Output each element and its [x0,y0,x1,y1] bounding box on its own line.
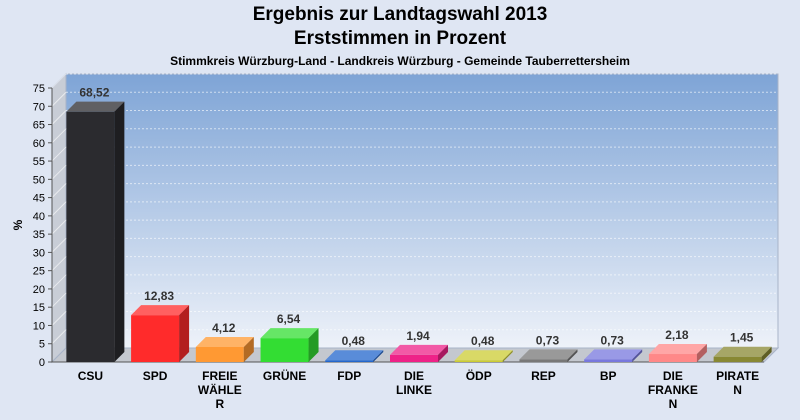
y-tick-label: 40 [33,211,45,223]
y-tick-label: 60 [33,138,45,150]
gridline-side [51,164,67,180]
y-tick-label: 15 [33,302,45,314]
bar [648,354,697,362]
x-tick-label: FDP [337,369,361,383]
y-tick-label: 65 [33,120,45,132]
bar [66,111,115,362]
data-label: 0,48 [471,334,495,348]
y-tick-label: 55 [33,156,45,168]
bar-top [648,344,707,355]
data-label: 6,54 [277,312,301,326]
x-tick-label: GRÜNE [263,368,306,383]
gridline-side [51,219,67,235]
data-label: 2,18 [665,328,689,342]
x-tick-label: CSU [78,369,103,383]
plot-background [65,73,779,349]
y-tick-label: 30 [33,247,45,259]
chart-location: Stimmkreis Würzburg-Land - Landkreis Wür… [170,54,630,68]
data-label: 0,73 [536,333,560,347]
x-tick-label: N [669,397,678,411]
y-tick-label: 70 [33,101,45,113]
gridline-side [51,91,67,107]
gridline-side [51,274,67,290]
y-tick-label: 75 [33,83,45,95]
bar-side [632,349,643,362]
bar [454,360,503,362]
data-label: 68,52 [79,86,109,100]
x-tick-label: PIRATE [716,369,759,383]
x-tick-label: DIE [663,369,683,383]
bar [519,359,568,362]
gridline-side [51,256,67,272]
chart-title: Ergebnis zur Landtagswahl 2013 [252,4,548,25]
y-tick-label: 10 [33,320,45,332]
y-tick-label: 5 [39,339,45,351]
y-tick-label: 20 [33,284,45,296]
bar-side [438,344,448,362]
bar [584,359,633,362]
x-tick-label: N [733,383,742,397]
bar [390,354,438,362]
bar-top [260,328,319,339]
y-tick-label: 35 [33,229,45,241]
bar-top [519,349,578,360]
bar-side [179,305,190,362]
gridline-side [51,110,67,125]
x-tick-label: DIE [404,369,424,383]
bar-top [325,350,384,361]
y-axis-label: % [11,219,25,230]
bar-side [114,101,125,363]
bar [325,360,374,362]
data-label: 4,12 [212,321,236,335]
x-tick-label: REP [531,369,556,383]
gridline-side [51,238,67,253]
data-label: 1,45 [730,331,754,345]
bar-top [713,346,772,357]
x-tick-label: R [215,397,224,411]
bar-top [131,305,190,316]
bar-side [502,350,513,362]
bar-side [761,346,772,362]
bar [260,338,309,362]
x-tick-label: FREIE [202,369,237,383]
x-tick-label: SPD [143,369,168,383]
bar [713,356,762,362]
bar-side [696,344,707,362]
data-label: 0,48 [342,334,366,348]
x-tick-label: BP [600,369,617,383]
y-tick-label: 45 [33,193,45,205]
y-tick-label: 0 [39,357,45,369]
gridline-side [51,73,67,89]
x-tick-label: LINKE [396,383,432,397]
bar-top [390,344,448,355]
gridline-side [51,311,67,326]
chart-subtitle: Erststimmen in Prozent [293,28,507,49]
y-tick-label: 50 [33,174,45,186]
bar-side [567,349,578,362]
gridline-side [51,146,67,162]
bar-side [243,336,254,362]
y-tick-label: 25 [33,266,45,278]
bar [195,346,244,362]
gridline-side [51,183,67,198]
bar-side [373,350,384,362]
x-tick-label: WÄHLE [198,382,242,397]
bar-top [454,350,513,361]
data-label: 1,94 [406,329,430,343]
gridline-side [51,128,67,144]
bar-side [308,328,319,362]
gridline-side [51,292,67,308]
x-tick-label: FRANKE [648,383,698,397]
data-label: 0,73 [601,333,625,347]
data-label: 12,83 [144,289,174,303]
bar-top [195,336,254,347]
bar-top [66,101,125,112]
gridline-side [51,329,67,345]
bar [131,315,180,362]
bar-top [584,349,643,360]
x-tick-label: ÖDP [466,368,492,383]
gridline-side [51,201,67,217]
